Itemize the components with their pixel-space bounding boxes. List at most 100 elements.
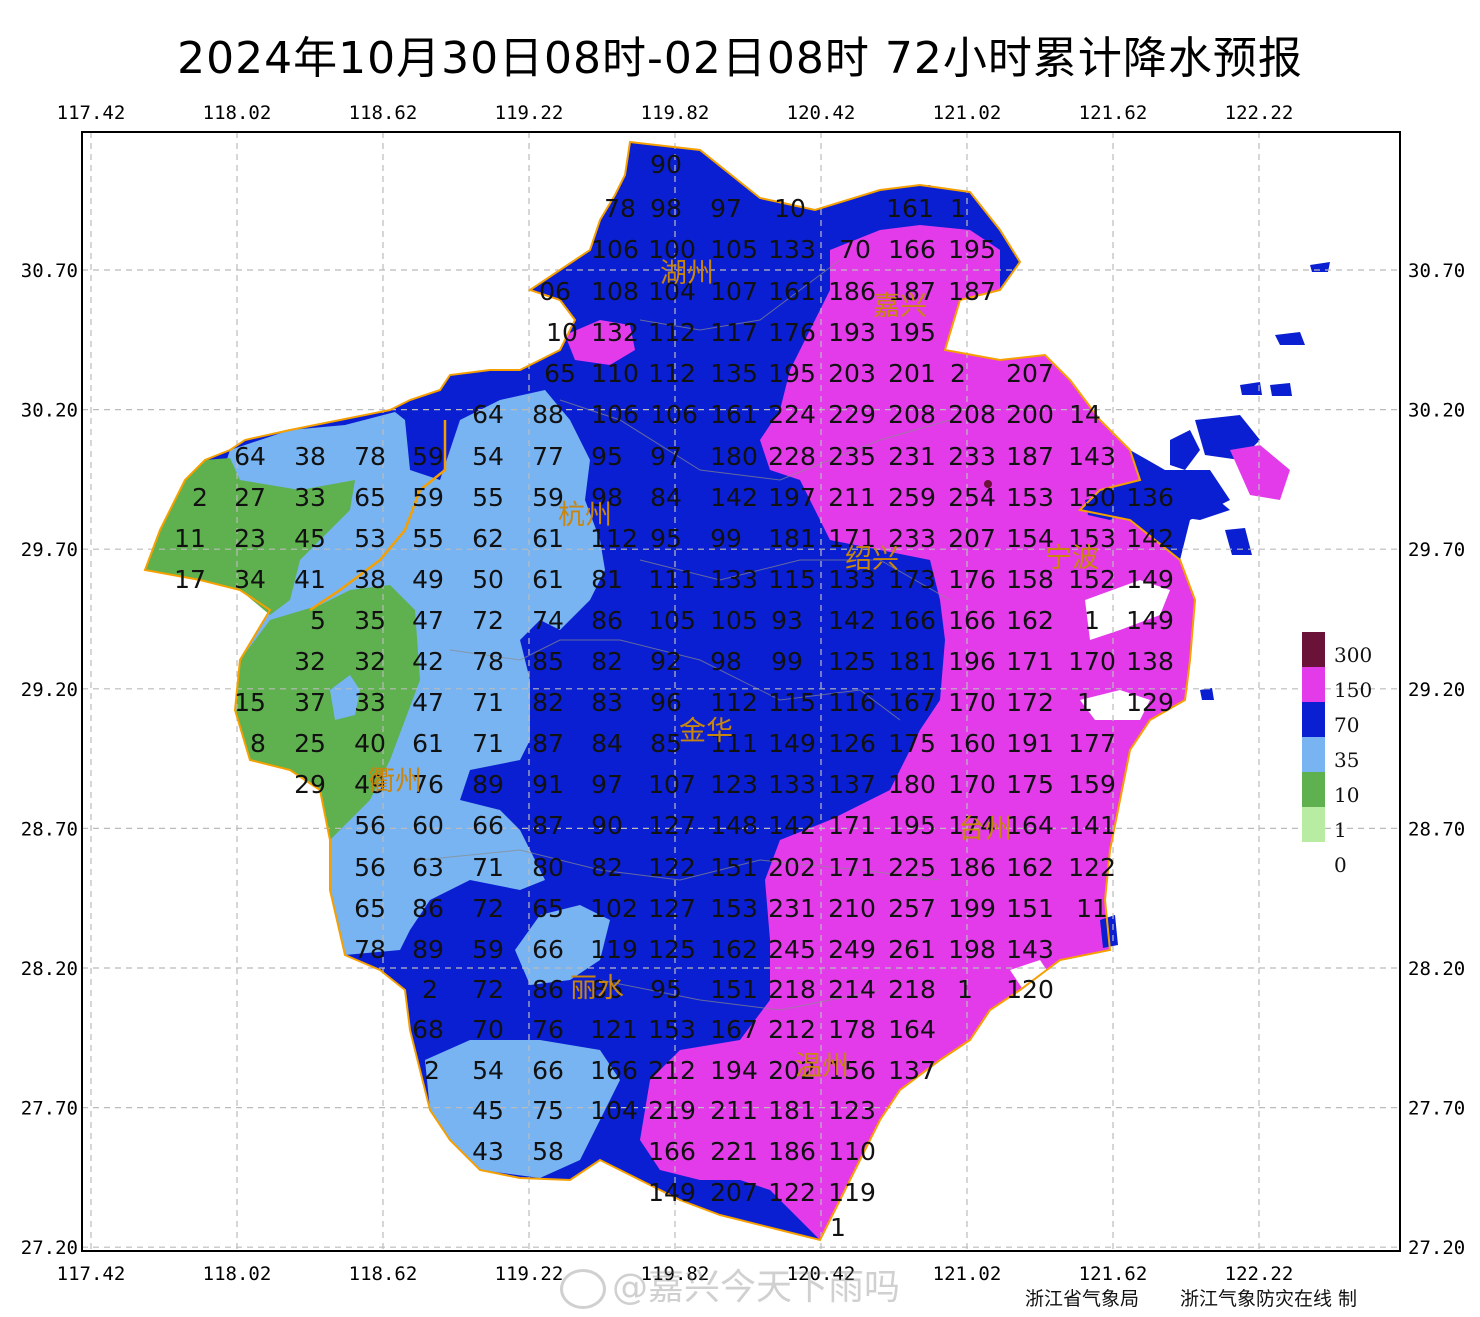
precip-value: 77 (532, 442, 564, 471)
precip-value: 11 (1076, 894, 1108, 923)
precip-value: 218 (768, 975, 816, 1004)
precip-value: 166 (888, 606, 936, 635)
precip-value: 14 (1069, 400, 1101, 429)
precip-value: 97 (650, 442, 682, 471)
x-tick-label-top: 119.82 (641, 102, 710, 124)
precip-value: 202 (768, 853, 816, 882)
precip-value: 201 (888, 359, 936, 388)
legend-swatch (1302, 737, 1325, 772)
precip-value: 41 (294, 565, 326, 594)
x-tick-label-bottom: 119.82 (641, 1263, 710, 1285)
precip-value: 59 (412, 442, 444, 471)
precip-value: 86 (591, 975, 623, 1004)
precip-value: 148 (710, 811, 758, 840)
precip-value: 63 (412, 853, 444, 882)
precip-value: 60 (412, 811, 444, 840)
precip-value: 164 (1006, 811, 1054, 840)
precip-value: 33 (294, 483, 326, 512)
precip-value: 115 (768, 688, 816, 717)
precip-value: 104 (590, 1096, 638, 1125)
precip-value: 95 (650, 975, 682, 1004)
precip-value: 142 (828, 606, 876, 635)
precip-value: 102 (590, 894, 638, 923)
precip-value: 97 (591, 770, 623, 799)
precip-value: 98 (710, 647, 742, 676)
precip-value: 61 (532, 565, 564, 594)
legend-label: 35 (1334, 748, 1359, 772)
province-boundary (143, 140, 1197, 1242)
precip-value: 62 (472, 524, 504, 553)
precip-value: 104 (648, 277, 696, 306)
precip-value: 142 (1126, 524, 1174, 553)
watermark-text: @嘉兴今天下雨吗 (612, 1267, 901, 1308)
precip-value: 231 (888, 442, 936, 471)
precip-value: 83 (591, 688, 623, 717)
precip-value: 208 (888, 400, 936, 429)
precip-value: 5 (310, 606, 326, 635)
precip-value: 95 (591, 442, 623, 471)
precip-value: 110 (591, 359, 639, 388)
map-frame (81, 131, 1401, 1252)
precip-value: 76 (532, 1015, 564, 1044)
precip-value: 45 (472, 1096, 504, 1125)
precip-value: 96 (650, 688, 682, 717)
precip-value: 195 (768, 359, 816, 388)
precip-value: 166 (590, 1056, 638, 1085)
precip-value: 86 (412, 894, 444, 923)
precip-value: 97 (710, 194, 742, 223)
precip-value: 171 (828, 811, 876, 840)
precip-value: 06 (539, 277, 571, 306)
precip-value: 50 (472, 565, 504, 594)
precip-value: 86 (591, 606, 623, 635)
precip-value: 66 (472, 811, 504, 840)
precip-value: 70 (472, 1015, 504, 1044)
precip-value: 33 (354, 688, 386, 717)
precip-value: 151 (710, 853, 758, 882)
legend-swatch (1302, 702, 1325, 737)
y-tick-label-right: 29.70 (1408, 539, 1465, 561)
city-label: 杭州 (558, 500, 612, 531)
precip-value: 85 (650, 729, 682, 758)
precip-value: 186 (948, 853, 996, 882)
precip-value: 186 (768, 1137, 816, 1166)
precip-value: 115 (768, 565, 816, 594)
precip-value: 107 (648, 770, 696, 799)
precipitation-fill-layer (145, 142, 1330, 1240)
precip-value: 136 (1126, 483, 1174, 512)
precip-value: 32 (294, 647, 326, 676)
city-label: 衢州 (368, 766, 422, 797)
precip-value: 91 (532, 770, 564, 799)
precip-value: 108 (591, 277, 639, 306)
precip-value: 84 (650, 483, 682, 512)
y-tick-label-right: 27.70 (1408, 1098, 1465, 1120)
y-tick-label-left: 30.20 (21, 400, 78, 422)
y-tick-label-left: 28.20 (21, 958, 78, 980)
precip-value: 195 (888, 318, 936, 347)
x-tick-label-top: 122.22 (1225, 102, 1294, 124)
precip-value: 153 (648, 1015, 696, 1044)
x-tick-label-bottom: 121.02 (933, 1263, 1002, 1285)
x-tick-label-bottom: 117.42 (57, 1263, 126, 1285)
precip-value: 176 (768, 318, 816, 347)
precip-value: 120 (1006, 975, 1054, 1004)
precip-value: 116 (828, 688, 876, 717)
precip-value: 90 (591, 811, 623, 840)
legend-swatch (1302, 772, 1325, 807)
city-label: 宁波 (1045, 543, 1099, 574)
precip-value: 257 (888, 894, 936, 923)
precip-value: 156 (828, 1056, 876, 1085)
legend-label: 0 (1334, 853, 1347, 877)
precip-value: 151 (710, 975, 758, 1004)
precip-value: 40 (354, 729, 386, 758)
precip-value: 10 (546, 318, 578, 347)
precip-value: 133 (710, 565, 758, 594)
precip-value: 214 (828, 975, 876, 1004)
precip-value: 38 (294, 442, 326, 471)
city-label: 绍兴 (845, 544, 899, 575)
precip-value: 59 (472, 935, 504, 964)
precip-value: 166 (888, 235, 936, 264)
legend-label: 1 (1334, 818, 1347, 842)
precip-value: 110 (828, 1137, 876, 1166)
precip-value: 59 (532, 483, 564, 512)
precip-value: 166 (648, 1137, 696, 1166)
